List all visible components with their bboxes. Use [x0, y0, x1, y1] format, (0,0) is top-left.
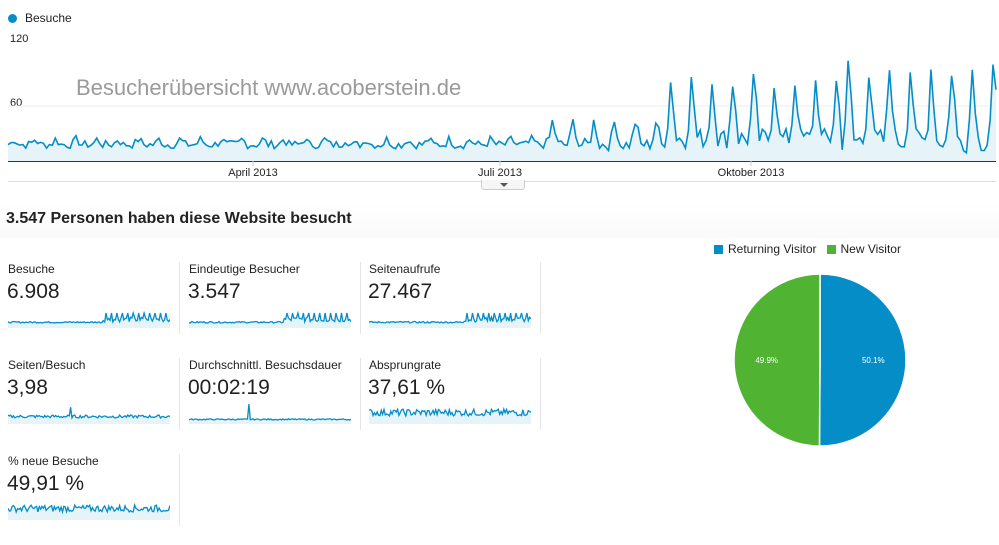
sparkline-area: [369, 409, 531, 424]
sparkline-area: [189, 404, 351, 424]
metric-value: 27.467: [368, 280, 433, 303]
visits-line-chart: Besuche 120 60 Besucherübersicht www.aco…: [0, 0, 999, 192]
legend-new-label: New Visitor: [840, 242, 901, 256]
legend-square-icon: [826, 244, 836, 254]
visitor-type-pie-chart: Returning Visitor New Visitor 50.1% 49.9%: [700, 238, 999, 468]
sparkline-line: [369, 312, 531, 324]
x-tick-april: April 2013: [228, 167, 278, 179]
metric-tile-absprungrate[interactable]: Absprungrate 37,61 %: [361, 358, 541, 430]
metric-tile-seiten-besuch[interactable]: Seiten/Besuch 3,98: [0, 358, 180, 430]
legend-label: Besuche: [25, 11, 72, 25]
legend-returning-label: Returning Visitor: [728, 242, 817, 256]
metric-label: Seiten/Besuch: [8, 358, 86, 372]
metric-sparkline: [8, 407, 170, 424]
metric-sparkline: [8, 310, 170, 328]
metric-value: 3,98: [7, 376, 48, 399]
series-line-besuche: [7, 60, 997, 155]
pie-slice-label: 49.9%: [755, 356, 778, 365]
metric-sparkline: [189, 404, 351, 424]
metric-label: Seitenaufrufe: [369, 262, 441, 276]
summary-headline: 3.547 Personen haben diese Website besuc…: [6, 210, 352, 227]
metric-tile-eindeutige-besucher[interactable]: Eindeutige Besucher 3.547: [181, 262, 361, 334]
pie-plot[interactable]: 50.1% 49.9%: [720, 260, 920, 460]
metric-sparkline: [369, 406, 531, 424]
sparkline-area: [189, 313, 351, 328]
metric-sparkline: [189, 310, 351, 328]
metric-sparkline: [369, 312, 531, 328]
sparkline-line: [369, 406, 531, 418]
legend-item-new[interactable]: New Visitor: [826, 242, 901, 256]
x-tick-oktober: Oktober 2013: [717, 167, 785, 179]
pie-legend: Returning Visitor New Visitor: [714, 242, 911, 256]
pie-slice-label: 50.1%: [862, 356, 885, 365]
metric-tile-besuche[interactable]: Besuche 6.908: [0, 262, 180, 334]
x-tick-juli: Juli 2013: [477, 167, 523, 179]
sparkline-area: [369, 313, 531, 328]
headline-bar: [0, 202, 999, 238]
legend-dot-icon: [8, 13, 17, 23]
metric-value: 00:02:19: [188, 376, 270, 399]
legend-square-icon: [714, 244, 723, 254]
sparkline-line: [8, 407, 170, 420]
sparkline-area: [8, 313, 170, 328]
pie-slice-new: [733, 273, 821, 447]
metric-tile-besuchsdauer[interactable]: Durchschnittl. Besuchsdauer 00:02:19: [181, 358, 361, 430]
metric-tile-neue-besuche[interactable]: % neue Besuche 49,91 %: [0, 454, 180, 526]
sparkline-line: [8, 310, 170, 324]
sparkline-line: [8, 502, 170, 515]
metric-sparkline: [8, 502, 170, 520]
sparkline-area: [8, 407, 170, 424]
metric-label: Besuche: [8, 262, 55, 276]
metric-value: 6.908: [7, 280, 60, 303]
metric-label: Absprungrate: [369, 358, 442, 372]
metric-value: 37,61 %: [368, 376, 446, 399]
legend-item-returning[interactable]: Returning Visitor: [714, 242, 817, 256]
metric-label: Durchschnittl. Besuchsdauer: [189, 358, 342, 372]
range-toggle-button[interactable]: [481, 180, 525, 190]
pie-slice-returning: [818, 273, 907, 447]
chart-legend: Besuche: [8, 11, 72, 25]
sparkline-area: [8, 505, 170, 520]
sparkline-line: [189, 404, 351, 421]
metric-label: % neue Besuche: [8, 454, 99, 468]
watermark-text: Besucherübersicht www.acoberstein.de: [76, 75, 462, 100]
metric-label: Eindeutige Besucher: [189, 262, 300, 276]
metric-value: 3.547: [188, 280, 241, 303]
metric-value: 49,91 %: [7, 472, 85, 495]
y-tick-120: 120: [10, 33, 29, 45]
sparkline-line: [189, 310, 351, 325]
metric-tile-seitenaufrufe[interactable]: Seitenaufrufe 27.467: [361, 262, 541, 334]
